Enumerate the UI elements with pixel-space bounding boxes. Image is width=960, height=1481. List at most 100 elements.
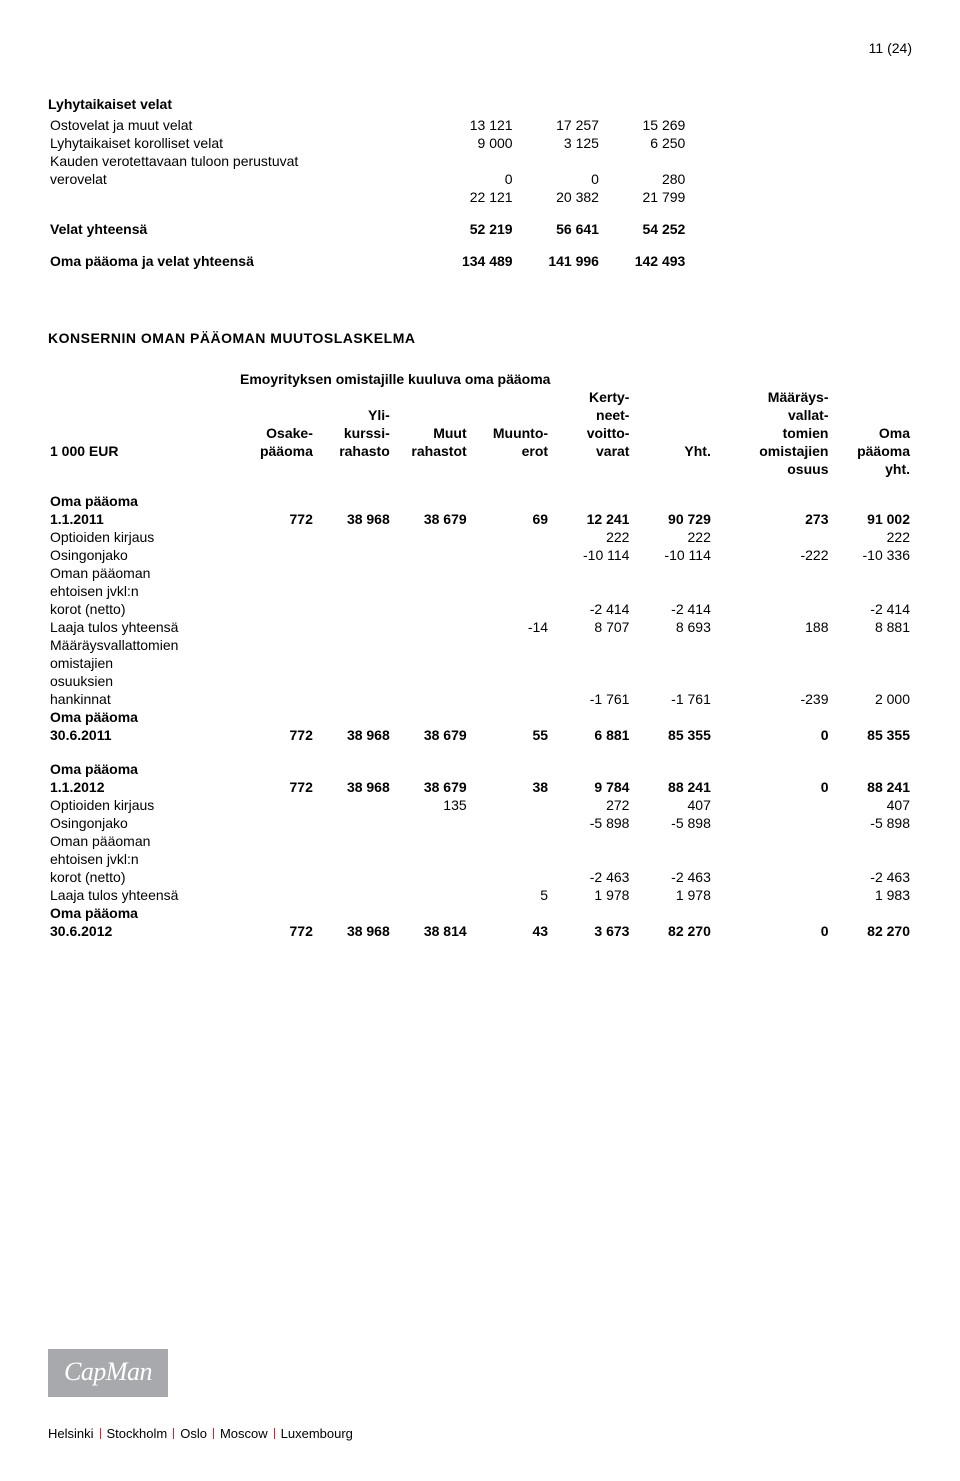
cell [469, 672, 550, 690]
table-row: Optioiden kirjaus135272407407 [48, 796, 912, 814]
header-cell [469, 406, 550, 424]
header-cell: voitto- [550, 424, 631, 442]
table-row: Lyhytaikaiset korolliset velat9 0003 125… [48, 134, 912, 152]
cell: 272 [550, 796, 631, 814]
cell [550, 832, 631, 850]
table-row: Oman pääoman [48, 564, 912, 582]
cell [469, 868, 550, 886]
footer-location: Oslo [180, 1426, 207, 1441]
cell: 0 [713, 726, 831, 744]
cell [315, 832, 392, 850]
row-label: Määräysvallattomien [48, 636, 238, 654]
table-row: ehtoisen jvkl:n [48, 582, 912, 600]
cell [392, 546, 469, 564]
table-row: ehtoisen jvkl:n [48, 850, 912, 868]
header-cell: 1 000 EUR [48, 442, 238, 460]
cell [830, 582, 912, 600]
cell [315, 868, 392, 886]
cell: 772 [238, 510, 315, 528]
cell: 55 [469, 726, 550, 744]
cell: 38 968 [315, 922, 392, 940]
header-cell [631, 460, 712, 478]
cell [631, 654, 712, 672]
cell [469, 850, 550, 868]
header-row: Kerty-Määräys- [48, 388, 912, 406]
cell: 188 [713, 618, 831, 636]
cell: 38 [469, 778, 550, 796]
cell: -5 898 [550, 814, 631, 832]
header-cell: rahasto [315, 442, 392, 460]
cell: 134 489 [428, 252, 514, 270]
cell: 3 125 [515, 134, 601, 152]
cell [469, 814, 550, 832]
cell [631, 582, 712, 600]
header-cell: neet- [550, 406, 631, 424]
header-cell [238, 406, 315, 424]
header-cell [550, 460, 631, 478]
header-cell: tomien [713, 424, 831, 442]
separator-icon [213, 1428, 214, 1439]
cell: 90 729 [631, 510, 712, 528]
header-row: 1 000 EURpääomarahastorahastoterotvaratY… [48, 442, 912, 460]
cell [469, 546, 550, 564]
row-label: 30.6.2011 [48, 726, 238, 744]
row-label: omistajien [48, 654, 238, 672]
table-row: korot (netto)-2 414-2 414-2 414 [48, 600, 912, 618]
cell: 20 382 [515, 188, 601, 206]
cell: -2 414 [550, 600, 631, 618]
table-row: Osingonjako-10 114-10 114-222-10 336 [48, 546, 912, 564]
cell: 222 [550, 528, 631, 546]
cell: 38 679 [392, 510, 469, 528]
cell: -222 [713, 546, 831, 564]
row-label: Oma pääoma ja velat yhteensä [48, 252, 428, 270]
header-cell [830, 406, 912, 424]
cell [238, 814, 315, 832]
cell [469, 582, 550, 600]
header-cell: vallat- [713, 406, 831, 424]
cell [315, 672, 392, 690]
cell: 88 241 [631, 778, 712, 796]
cell [238, 672, 315, 690]
cell: 21 799 [601, 188, 687, 206]
footer-location: Luxembourg [281, 1426, 353, 1441]
header-cell [315, 388, 392, 406]
cell: -2 463 [631, 868, 712, 886]
header-cell: erot [469, 442, 550, 460]
row-label: verovelat [48, 170, 428, 188]
row-label: 1.1.2011 [48, 510, 238, 528]
cell [631, 672, 712, 690]
cell [550, 850, 631, 868]
cell [713, 868, 831, 886]
cell [315, 654, 392, 672]
row-label: Oma pääoma [48, 904, 238, 922]
header-cell: yht. [830, 460, 912, 478]
cell [315, 796, 392, 814]
cell: 38 679 [392, 726, 469, 744]
cell: 56 641 [515, 220, 601, 238]
row-label: korot (netto) [48, 868, 238, 886]
cell [238, 546, 315, 564]
cell [238, 528, 315, 546]
logo-block: CapMan [48, 1349, 168, 1397]
cell [315, 564, 392, 582]
separator-icon [173, 1428, 174, 1439]
separator-icon [100, 1428, 101, 1439]
cell [550, 582, 631, 600]
cell: 82 270 [830, 922, 912, 940]
cell: 0 [428, 170, 514, 188]
cell [238, 796, 315, 814]
header-cell [392, 460, 469, 478]
cell: 2 000 [830, 690, 912, 708]
table-row: korot (netto)-2 463-2 463-2 463 [48, 868, 912, 886]
cell: 43 [469, 922, 550, 940]
cell: -239 [713, 690, 831, 708]
table-row: 30.6.201177238 96838 679556 88185 355085… [48, 726, 912, 744]
header-cell [469, 460, 550, 478]
header-cell [238, 388, 315, 406]
header-cell: rahastot [392, 442, 469, 460]
cell: -1 761 [631, 690, 712, 708]
table-row: hankinnat-1 761-1 761-2392 000 [48, 690, 912, 708]
header-cell: Muut [392, 424, 469, 442]
row-label: ehtoisen jvkl:n [48, 850, 238, 868]
cell: 38 968 [315, 778, 392, 796]
